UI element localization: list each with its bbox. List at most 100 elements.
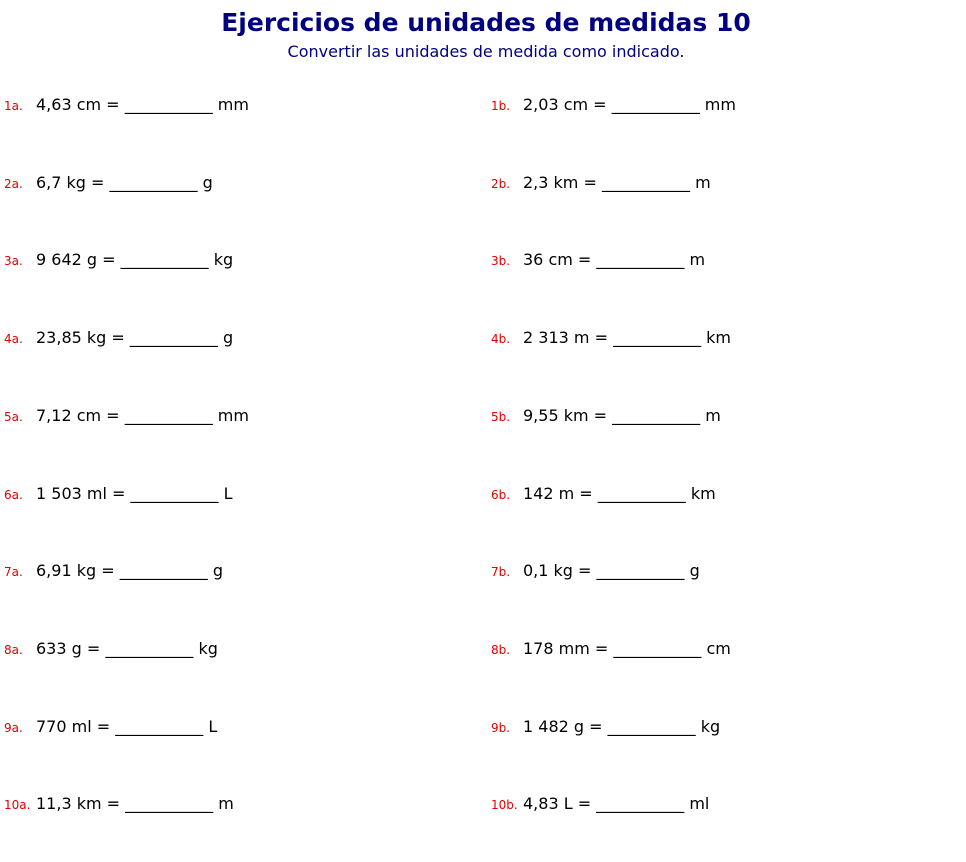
answer-blank[interactable]: ___________: [596, 250, 685, 270]
answer-blank[interactable]: ___________: [596, 794, 685, 814]
exercise-expression: 9 642 g =: [36, 250, 116, 270]
exercise-7b: 7b. 0,1 kg = ___________ g: [491, 561, 700, 580]
exercise-label: 7b.: [491, 565, 511, 580]
target-unit: km: [690, 483, 716, 503]
exercise-9b: 9b. 1 482 g = ___________ kg: [491, 717, 720, 736]
target-unit: g: [202, 172, 213, 192]
target-unit: kg: [198, 638, 218, 658]
exercise-4a: 4a. 23,85 kg = ___________ g: [4, 328, 233, 347]
page-subtitle: Convertir las unidades de medida como in…: [287, 42, 685, 61]
exercise-label: 3a.: [4, 254, 23, 269]
exercise-label: 6b.: [491, 487, 511, 502]
target-unit: mm: [704, 95, 736, 114]
exercise-label: 5a.: [4, 409, 23, 424]
target-unit: km: [706, 328, 732, 348]
answer-blank[interactable]: ___________: [601, 172, 690, 192]
answer-blank[interactable]: ___________: [613, 328, 702, 348]
target-unit: g: [689, 561, 700, 581]
target-unit: m: [689, 250, 706, 270]
exercise-label: 5b.: [491, 409, 511, 424]
exercise-6b: 6b. 142 m = ___________ km: [491, 484, 716, 503]
exercise-2b: 2b. 2,3 km = ___________ m: [491, 173, 711, 192]
answer-blank[interactable]: ___________: [597, 483, 686, 503]
target-unit: g: [212, 561, 223, 581]
exercise-expression: 1 482 g =: [523, 716, 603, 736]
exercise-label: 8a.: [4, 642, 23, 657]
answer-blank[interactable]: ___________: [124, 95, 213, 114]
exercise-expression: 2,3 km =: [523, 172, 597, 192]
answer-blank[interactable]: ___________: [129, 328, 218, 348]
target-unit: m: [218, 794, 234, 814]
target-unit: mm: [217, 95, 249, 114]
exercise-1a: 1a. 4,63 cm = ___________ mm: [4, 95, 249, 114]
target-unit: ml: [689, 794, 710, 814]
exercise-label: 6a.: [4, 487, 23, 502]
exercise-expression: 770 ml =: [36, 716, 111, 736]
answer-blank[interactable]: ___________: [130, 483, 219, 503]
exercise-5b: 5b. 9,55 km = ___________ m: [491, 406, 721, 425]
exercise-4b: 4b. 2 313 m = ___________ km: [491, 328, 731, 347]
exercise-label: 4b.: [491, 332, 511, 347]
answer-blank[interactable]: ___________: [125, 794, 214, 814]
exercise-label: 1b.: [491, 99, 511, 113]
target-unit: cm: [706, 638, 731, 658]
target-unit: L: [208, 716, 218, 736]
answer-blank[interactable]: ___________: [105, 638, 194, 658]
exercise-expression: 178 mm =: [523, 638, 609, 658]
exercise-expression: 23,85 kg =: [36, 328, 125, 348]
exercise-label: 10b.: [491, 798, 518, 813]
answer-blank[interactable]: ___________: [109, 172, 198, 192]
exercise-label: 2b.: [491, 176, 511, 191]
exercise-label: 9a.: [4, 720, 23, 735]
exercise-expression: 633 g =: [36, 638, 101, 658]
exercise-label: 8b.: [491, 642, 511, 657]
answer-blank[interactable]: ___________: [119, 561, 208, 581]
exercise-label: 10a.: [4, 798, 31, 813]
exercise-label: 2a.: [4, 176, 23, 191]
exercise-5a: 5a. 7,12 cm = ___________ mm: [4, 406, 249, 425]
exercise-10b: 10b. 4,83 L = ___________ ml: [491, 794, 709, 813]
exercise-label: 4a.: [4, 332, 23, 347]
exercise-9a: 9a. 770 ml = ___________ L: [4, 717, 217, 736]
answer-blank[interactable]: ___________: [124, 405, 213, 425]
answer-blank[interactable]: ___________: [611, 95, 700, 114]
answer-blank[interactable]: ___________: [115, 716, 204, 736]
target-unit: kg: [700, 716, 721, 736]
exercise-label: 9b.: [491, 720, 511, 735]
target-unit: kg: [213, 250, 234, 270]
exercise-label: 7a.: [4, 565, 23, 580]
exercise-1b: 1b. 2,03 cm = ___________ mm: [491, 95, 736, 114]
target-unit: m: [705, 405, 721, 425]
exercise-expression: 1 503 ml =: [36, 483, 126, 503]
exercise-expression: 4,83 L =: [523, 794, 592, 814]
target-unit: L: [223, 483, 233, 503]
exercise-expression: 9,55 km =: [523, 405, 608, 425]
target-unit: g: [223, 328, 234, 348]
exercise-8b: 8b. 178 mm = ___________ cm: [491, 639, 731, 658]
answer-blank[interactable]: ___________: [120, 250, 209, 270]
exercise-3b: 3b. 36 cm = ___________ m: [491, 250, 705, 269]
exercise-label: 1a.: [4, 99, 23, 113]
exercise-expression: 4,63 cm =: [36, 95, 120, 114]
exercise-expression: 36 cm =: [523, 250, 592, 270]
exercise-expression: 11,3 km =: [36, 794, 121, 814]
exercise-expression: 142 m =: [523, 483, 593, 503]
exercise-expression: 7,12 cm =: [36, 405, 120, 425]
exercise-expression: 6,7 kg =: [36, 172, 105, 192]
target-unit: mm: [217, 405, 249, 425]
exercise-expression: 2 313 m =: [523, 328, 608, 348]
answer-blank[interactable]: ___________: [613, 638, 702, 658]
exercise-6a: 6a. 1 503 ml = ___________ L: [4, 484, 233, 503]
exercise-2a: 2a. 6,7 kg = ___________ g: [4, 173, 213, 192]
exercise-expression: 0,1 kg =: [523, 561, 592, 581]
answer-blank[interactable]: ___________: [612, 405, 701, 425]
exercise-8a: 8a. 633 g = ___________ kg: [4, 639, 218, 658]
exercise-expression: 2,03 cm =: [523, 95, 607, 114]
exercise-10a: 10a. 11,3 km = ___________ m: [4, 794, 234, 813]
exercise-label: 3b.: [491, 254, 511, 269]
exercise-expression: 6,91 kg =: [36, 561, 115, 581]
answer-blank[interactable]: ___________: [607, 716, 696, 736]
answer-blank[interactable]: ___________: [596, 561, 685, 581]
target-unit: m: [695, 172, 711, 192]
exercise-7a: 7a. 6,91 kg = ___________ g: [4, 561, 223, 580]
